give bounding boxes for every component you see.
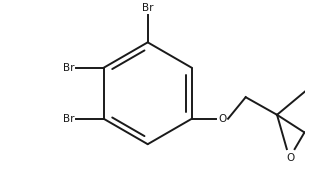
Text: Br: Br <box>63 114 74 124</box>
Text: Br: Br <box>63 63 74 73</box>
Text: O: O <box>218 114 227 124</box>
Text: Br: Br <box>142 3 154 13</box>
Text: O: O <box>287 153 295 163</box>
